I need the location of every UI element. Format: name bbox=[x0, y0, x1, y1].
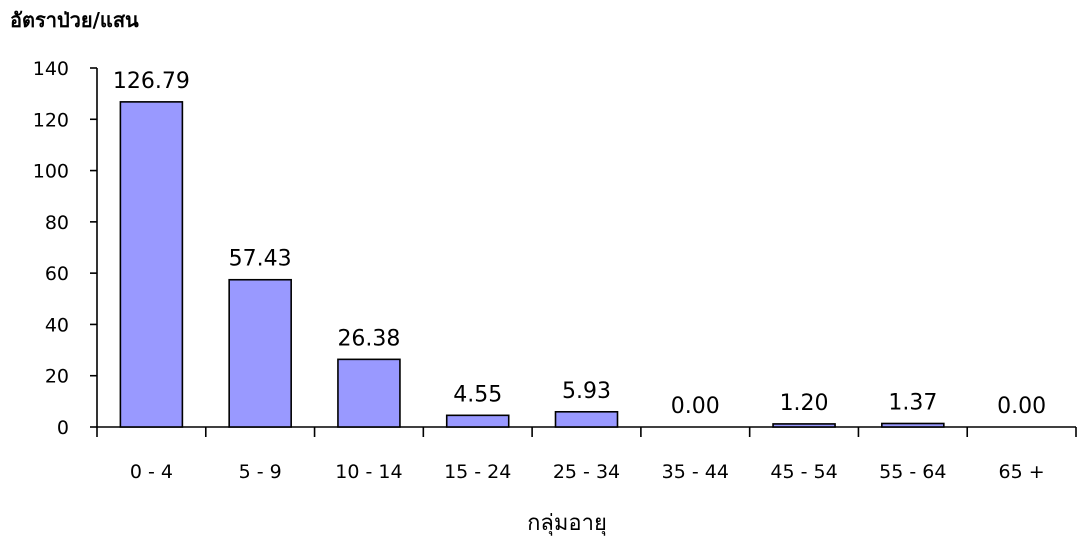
x-tick-label: 35 - 44 bbox=[662, 461, 729, 483]
data-label: 57.43 bbox=[229, 247, 292, 272]
x-tick-label: 45 - 54 bbox=[770, 461, 837, 483]
bar-5[interactable] bbox=[554, 410, 619, 428]
data-label: 1.20 bbox=[780, 391, 829, 416]
data-label: 1.37 bbox=[888, 390, 937, 415]
data-label: 4.55 bbox=[453, 382, 502, 407]
y-tick-label: 0 bbox=[57, 417, 69, 439]
y-tick-label: 60 bbox=[45, 263, 69, 285]
x-tick-label: 10 - 14 bbox=[335, 461, 402, 483]
x-tick-label: 55 - 64 bbox=[879, 461, 946, 483]
plot-area: 0 20 40 60 80 100 120 140 0 - 4 126.79 5 - 9 57.43 1… bbox=[33, 58, 1077, 483]
x-tick-label: 5 - 9 bbox=[239, 461, 282, 483]
x-tick-label: 65 + bbox=[999, 461, 1045, 483]
bar-1[interactable] bbox=[119, 101, 184, 428]
data-label: 0.00 bbox=[997, 394, 1046, 419]
bar-8[interactable] bbox=[881, 422, 945, 428]
y-tick-label: 100 bbox=[33, 161, 69, 183]
bar-3[interactable] bbox=[337, 358, 401, 428]
bar-2[interactable] bbox=[228, 278, 292, 428]
y-tick-label: 140 bbox=[33, 58, 69, 80]
y-tick-label: 40 bbox=[45, 314, 69, 336]
y-tick-label: 120 bbox=[33, 109, 69, 131]
data-label: 26.38 bbox=[337, 326, 400, 351]
data-label: 126.79 bbox=[113, 69, 190, 94]
y-tick-label: 20 bbox=[45, 366, 69, 388]
y-axis-title: อัตราป่วย/แสน bbox=[10, 8, 139, 32]
y-tick-label: 80 bbox=[45, 212, 69, 234]
data-label: 5.93 bbox=[562, 379, 611, 404]
x-tick-label: 25 - 34 bbox=[553, 461, 620, 483]
x-axis-title: กลุ่มอายุ bbox=[527, 511, 607, 536]
bar-4[interactable] bbox=[445, 414, 510, 428]
x-tick-label: 0 - 4 bbox=[130, 461, 173, 483]
data-label: 0.00 bbox=[671, 394, 720, 419]
bar-7[interactable] bbox=[772, 423, 836, 428]
x-tick-label: 15 - 24 bbox=[444, 461, 511, 483]
